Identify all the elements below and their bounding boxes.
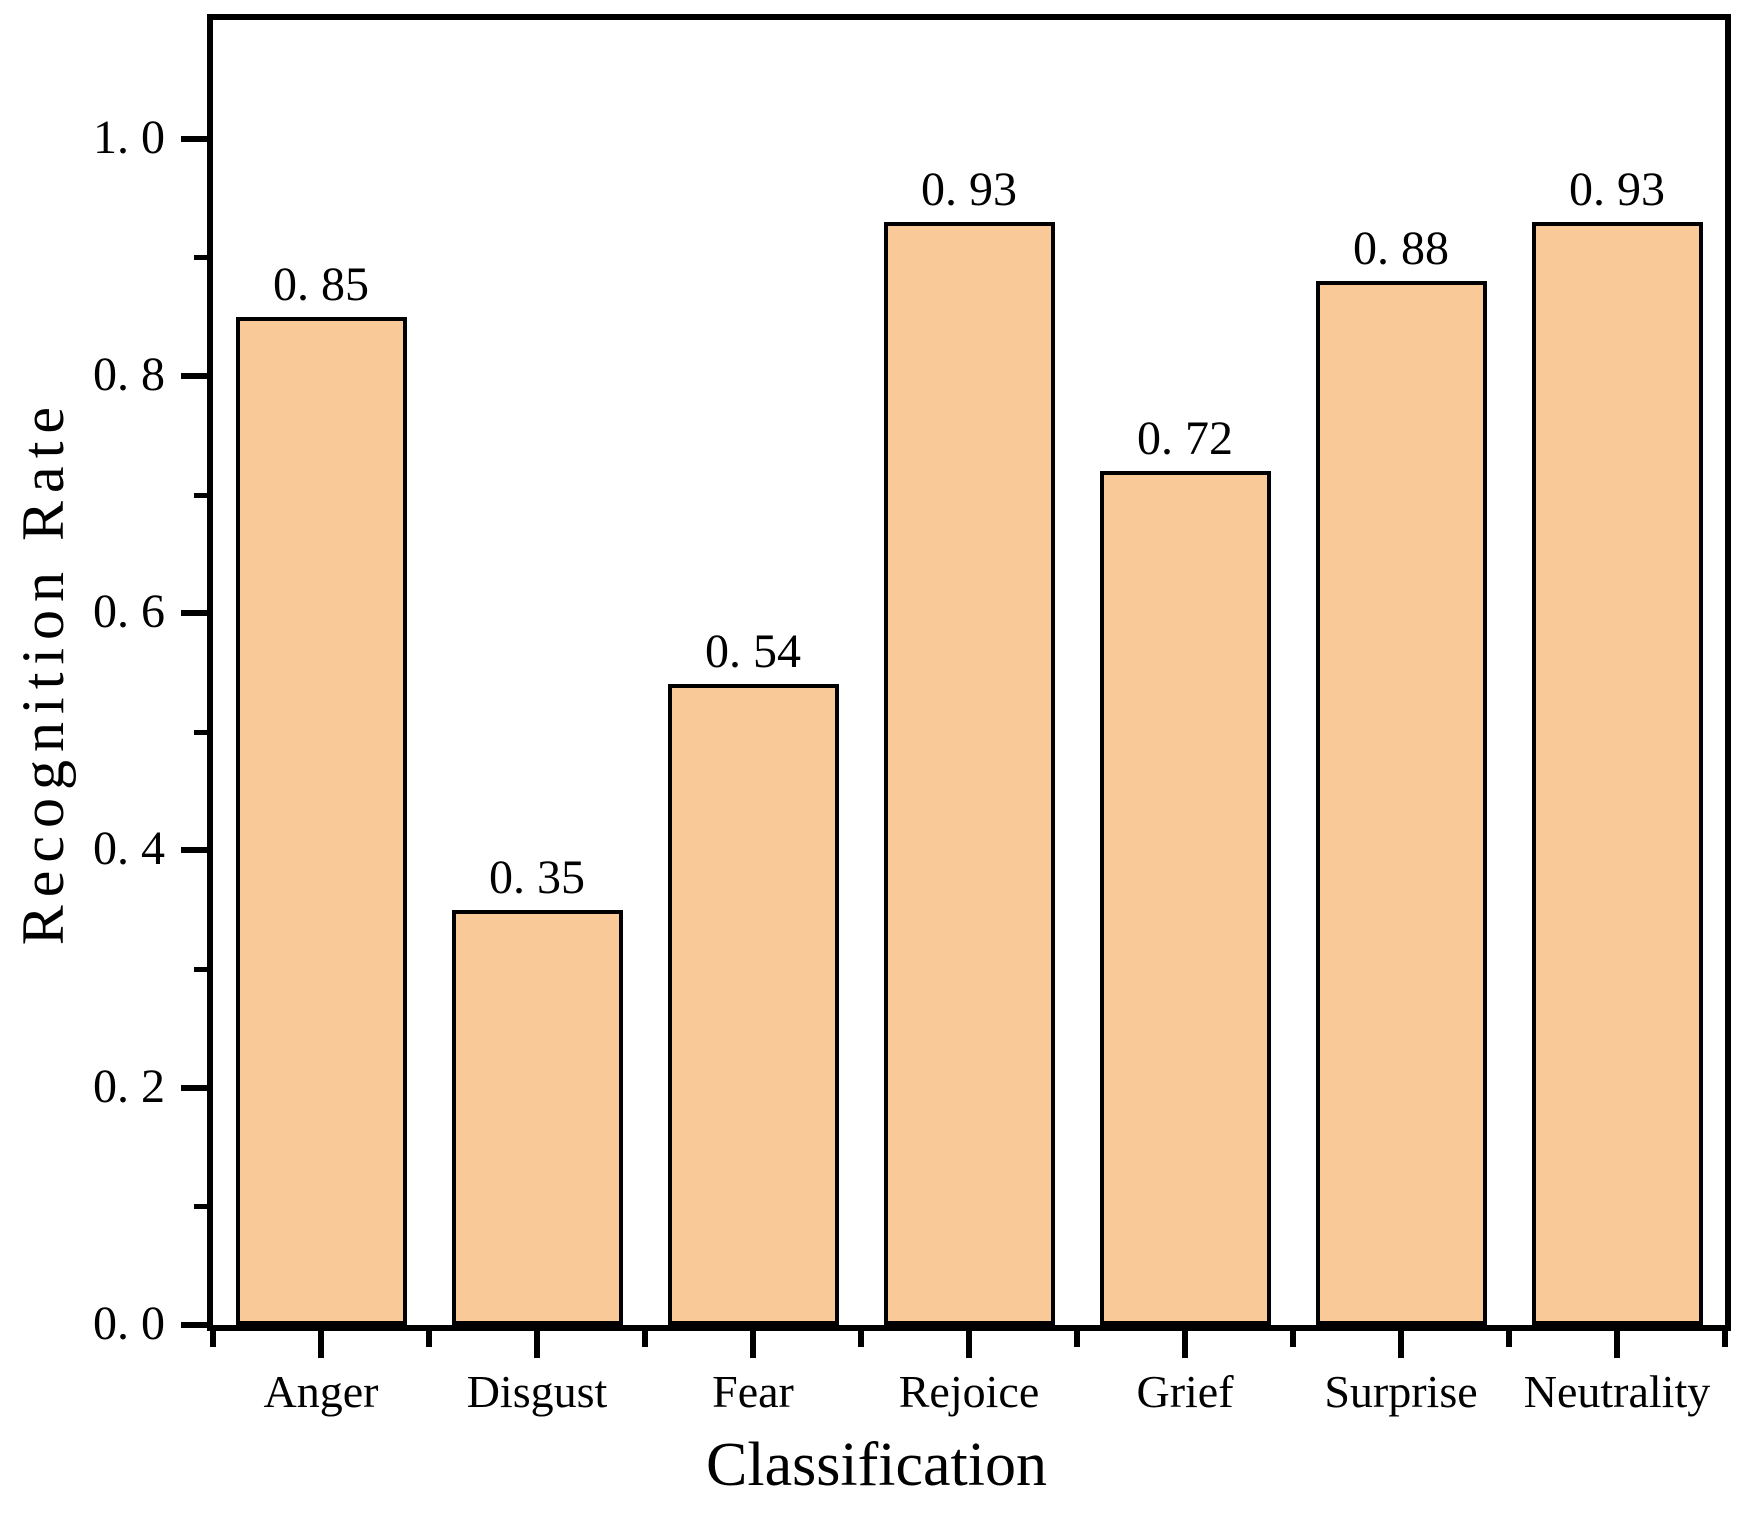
x-major-tick <box>1182 1331 1188 1358</box>
y-tick-label: 1. 0 <box>93 110 165 164</box>
bar-value-label-rejoice: 0. 93 <box>921 162 1017 216</box>
x-minor-tick <box>1722 1331 1728 1347</box>
x-major-tick <box>534 1331 540 1358</box>
x-major-tick <box>1614 1331 1620 1358</box>
x-major-tick <box>750 1331 756 1358</box>
x-tick-label-disgust: Disgust <box>466 1366 608 1417</box>
x-minor-tick <box>1506 1331 1512 1347</box>
x-tick-label-rejoice: Rejoice <box>898 1366 1040 1417</box>
x-major-tick <box>966 1331 972 1358</box>
y-minor-tick <box>194 1204 207 1210</box>
bar-disgust <box>451 909 623 1325</box>
y-major-tick <box>181 1322 207 1328</box>
bar-value-label-disgust: 0. 35 <box>489 850 585 904</box>
y-minor-tick <box>194 729 207 735</box>
x-minor-tick <box>426 1331 432 1347</box>
bar-grief <box>1099 470 1271 1325</box>
bar-value-label-anger: 0. 85 <box>273 257 369 311</box>
x-tick-label-grief: Grief <box>1136 1366 1234 1417</box>
y-tick-label: 0. 8 <box>93 347 165 401</box>
x-minor-tick <box>642 1331 648 1347</box>
x-minor-tick <box>858 1331 864 1347</box>
y-minor-tick <box>194 255 207 261</box>
bar-rejoice <box>883 221 1055 1325</box>
bar-value-label-surprise: 0. 88 <box>1353 222 1449 275</box>
bar-fear <box>667 684 839 1325</box>
x-axis-title: Classification <box>706 1431 1047 1499</box>
y-axis-title-wrap: Recognition Rate <box>8 14 78 1331</box>
x-tick-label-neutrality: Neutrality <box>1523 1366 1711 1417</box>
x-minor-tick <box>1290 1331 1296 1347</box>
x-tick-label-surprise: Surprise <box>1324 1366 1478 1417</box>
y-major-tick <box>181 135 207 142</box>
y-minor-tick <box>194 492 207 498</box>
bar-value-label-fear: 0. 54 <box>705 625 801 679</box>
x-major-tick <box>1398 1331 1404 1358</box>
y-tick-label: 0. 0 <box>93 1297 165 1350</box>
y-major-tick <box>181 610 207 617</box>
y-tick-label: 0. 6 <box>93 585 165 639</box>
y-major-tick <box>181 847 207 854</box>
x-minor-tick <box>1074 1331 1080 1347</box>
y-minor-tick <box>194 967 207 973</box>
y-tick-label: 0. 4 <box>93 822 165 876</box>
y-major-tick <box>181 1084 207 1091</box>
plot-area: 0. 85 Anger 0. 35 Disgust 0. 54 Fear 0. 93 Rejo… <box>93 14 1731 1415</box>
bar-neutrality <box>1531 221 1703 1325</box>
y-major-tick <box>181 372 207 379</box>
x-minor-tick <box>210 1331 216 1347</box>
bar-surprise <box>1315 281 1487 1325</box>
x-major-tick <box>318 1331 324 1358</box>
bar-value-label-grief: 0. 72 <box>1137 411 1233 465</box>
bar-anger <box>235 316 407 1325</box>
bar-value-label-neutrality: 0. 93 <box>1569 162 1665 216</box>
x-tick-label-fear: Fear <box>712 1366 794 1417</box>
y-tick-label: 0. 2 <box>93 1059 165 1113</box>
x-tick-label-anger: Anger <box>263 1366 379 1417</box>
